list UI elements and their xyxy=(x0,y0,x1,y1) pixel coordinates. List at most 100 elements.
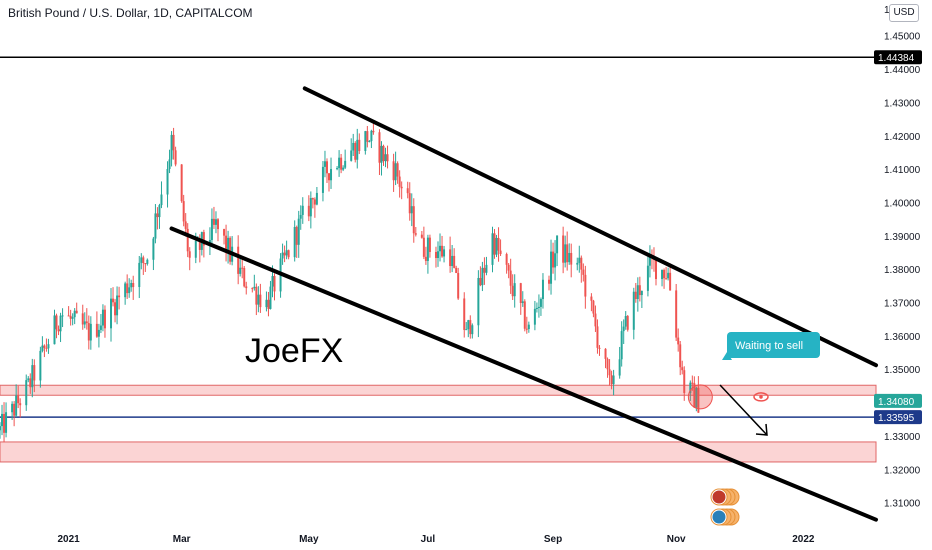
currency-button[interactable]: USD xyxy=(889,4,919,22)
candle-up xyxy=(53,315,56,345)
us-flag-icon xyxy=(710,508,740,526)
candle-up xyxy=(481,267,484,286)
candle-up xyxy=(227,237,230,252)
price-zone-0 xyxy=(0,384,877,396)
candle-up xyxy=(640,290,643,296)
candle-up xyxy=(535,308,538,310)
candle-down xyxy=(552,251,555,268)
callout-pointer xyxy=(722,352,732,360)
candle-down xyxy=(17,395,20,404)
candle-down xyxy=(420,234,423,238)
time-axis: 2021 Mar May Jul Sep Nov 2022 xyxy=(58,534,815,545)
candle-down xyxy=(237,246,240,274)
candle-up xyxy=(576,262,579,265)
candle-up xyxy=(257,294,260,305)
candle-up xyxy=(160,194,163,206)
candle-down xyxy=(422,237,425,257)
candle-up xyxy=(513,283,516,297)
candle-down xyxy=(626,316,629,330)
eye-icon xyxy=(753,392,769,402)
joefx-watermark: JoeFX xyxy=(245,332,343,370)
horizontal-levels xyxy=(0,56,876,418)
candle-up xyxy=(301,205,304,215)
candle-down xyxy=(295,226,298,245)
candle-up xyxy=(31,365,34,388)
candle-up xyxy=(138,262,141,288)
candle-down xyxy=(142,257,145,264)
candle-up xyxy=(330,169,333,181)
time-tick-label: May xyxy=(299,534,319,545)
candle-up xyxy=(293,226,296,258)
candle-up xyxy=(465,329,468,331)
candle-up xyxy=(384,154,387,162)
candle-up xyxy=(309,198,312,217)
candle-down xyxy=(267,299,270,309)
highlight-circle xyxy=(687,384,713,410)
candle-down xyxy=(493,233,496,255)
candle-up xyxy=(315,192,318,205)
candle-down xyxy=(156,213,159,218)
candle-up xyxy=(439,245,442,252)
callout-text: Waiting to sell xyxy=(735,340,803,352)
time-tick-label: Nov xyxy=(667,534,686,545)
candle-up xyxy=(578,257,581,263)
candle-down xyxy=(45,347,48,349)
candle-down xyxy=(414,233,417,235)
current-price-tag-label: 1.34080 xyxy=(878,397,915,408)
candle-down xyxy=(693,383,696,408)
price-tick-label: 1 xyxy=(884,5,890,16)
candle-down xyxy=(396,163,399,177)
price-tick-label: 1.35000 xyxy=(884,365,921,376)
candle-down xyxy=(255,286,258,305)
candle-up xyxy=(1,413,4,427)
candle-up xyxy=(646,265,649,291)
candle-up xyxy=(170,134,173,160)
candle-down xyxy=(114,302,117,316)
candle-down xyxy=(398,176,401,187)
candle-up xyxy=(437,251,439,259)
candle-down xyxy=(483,267,486,273)
candle-up xyxy=(554,253,557,268)
candle-down xyxy=(132,282,135,288)
candle-down xyxy=(311,198,314,200)
candle-down xyxy=(697,387,700,413)
candle-up xyxy=(146,259,149,264)
candle-down xyxy=(584,274,587,297)
candle-down xyxy=(598,347,601,349)
candle-down xyxy=(378,132,381,163)
candle-down xyxy=(223,229,226,236)
candle-up xyxy=(667,272,670,279)
candle-down xyxy=(505,254,508,265)
price-tick-label: 1.45000 xyxy=(884,32,921,43)
candle-up xyxy=(620,331,623,360)
candle-down xyxy=(507,264,510,271)
candle-down xyxy=(216,219,219,230)
flag-circle xyxy=(711,509,727,525)
candle-down xyxy=(57,329,60,332)
candle-down xyxy=(683,370,686,393)
candle-down xyxy=(67,315,70,317)
candle-down xyxy=(172,134,175,151)
candle-up xyxy=(342,167,345,170)
price-tick-label: 1.37000 xyxy=(884,299,921,310)
candle-down xyxy=(663,269,666,279)
candle-up xyxy=(89,323,92,341)
candle-up xyxy=(97,329,100,337)
candle-down xyxy=(509,270,512,286)
candle-up xyxy=(271,276,274,287)
candle-up xyxy=(253,286,256,289)
candle-down xyxy=(665,278,668,280)
candle-down xyxy=(570,252,573,265)
candle-down xyxy=(354,142,357,160)
price-tick-label: 1.44000 xyxy=(884,65,921,76)
candle-up xyxy=(410,206,413,214)
candle-up xyxy=(25,380,28,406)
candle-down xyxy=(325,161,328,174)
candle-down xyxy=(287,250,290,258)
candle-up xyxy=(477,277,480,326)
candle-up xyxy=(210,218,213,240)
candle-up xyxy=(648,256,651,266)
candle-down xyxy=(229,237,232,262)
candle-down xyxy=(412,206,415,234)
